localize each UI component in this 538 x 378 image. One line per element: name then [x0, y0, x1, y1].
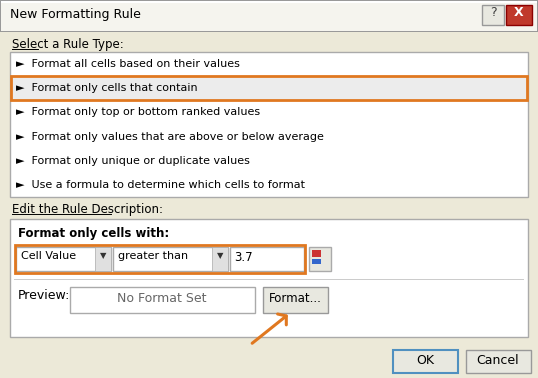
Text: ►  Format only values that are above or below average: ► Format only values that are above or b… [16, 132, 324, 142]
Bar [1, 1, 537, 3]
Bar [263, 287, 328, 313]
Text: No Format Set: No Format Set [117, 292, 207, 305]
Bar [230, 247, 304, 271]
Bar [466, 350, 531, 373]
Bar [113, 247, 228, 271]
Text: ►  Format only cells that contain: ► Format only cells that contain [16, 83, 197, 93]
Bar [482, 5, 504, 25]
Text: ▼: ▼ [100, 251, 106, 260]
Text: ►  Use a formula to determine which cells to format: ► Use a formula to determine which cells… [16, 180, 305, 190]
Text: ▼: ▼ [217, 251, 223, 260]
Text: Edit the Rule Description:: Edit the Rule Description: [12, 203, 163, 216]
Text: OK: OK [416, 354, 434, 367]
Text: Format only cells with:: Format only cells with: [18, 227, 169, 240]
Bar [10, 52, 528, 197]
Bar [70, 287, 255, 313]
Bar [0, 31, 538, 32]
Bar [1, 1, 537, 31]
Bar [312, 259, 321, 264]
Text: X: X [514, 6, 524, 19]
Bar [212, 247, 228, 271]
Text: ?: ? [490, 6, 497, 19]
Text: Format...: Format... [268, 292, 321, 305]
Text: ►  Format all cells based on their values: ► Format all cells based on their values [16, 59, 240, 69]
Bar [16, 247, 111, 271]
Text: Preview:: Preview: [18, 289, 70, 302]
Bar [95, 247, 111, 271]
Bar [393, 350, 458, 373]
Text: Cancel: Cancel [477, 354, 519, 367]
Text: ►  Format only unique or duplicate values: ► Format only unique or duplicate values [16, 156, 250, 166]
Bar [312, 250, 321, 257]
Bar [11, 76, 527, 100]
Bar [15, 245, 305, 273]
Text: Cell Value: Cell Value [21, 251, 76, 261]
Text: greater than: greater than [118, 251, 188, 261]
Bar [10, 219, 528, 337]
Text: Select a Rule Type:: Select a Rule Type: [12, 38, 124, 51]
Bar [309, 247, 331, 271]
Text: ►  Format only top or bottom ranked values: ► Format only top or bottom ranked value… [16, 107, 260, 118]
Bar [14, 279, 524, 280]
Text: 3.7: 3.7 [234, 251, 253, 264]
Text: New Formatting Rule: New Formatting Rule [10, 8, 141, 21]
Bar [506, 5, 532, 25]
